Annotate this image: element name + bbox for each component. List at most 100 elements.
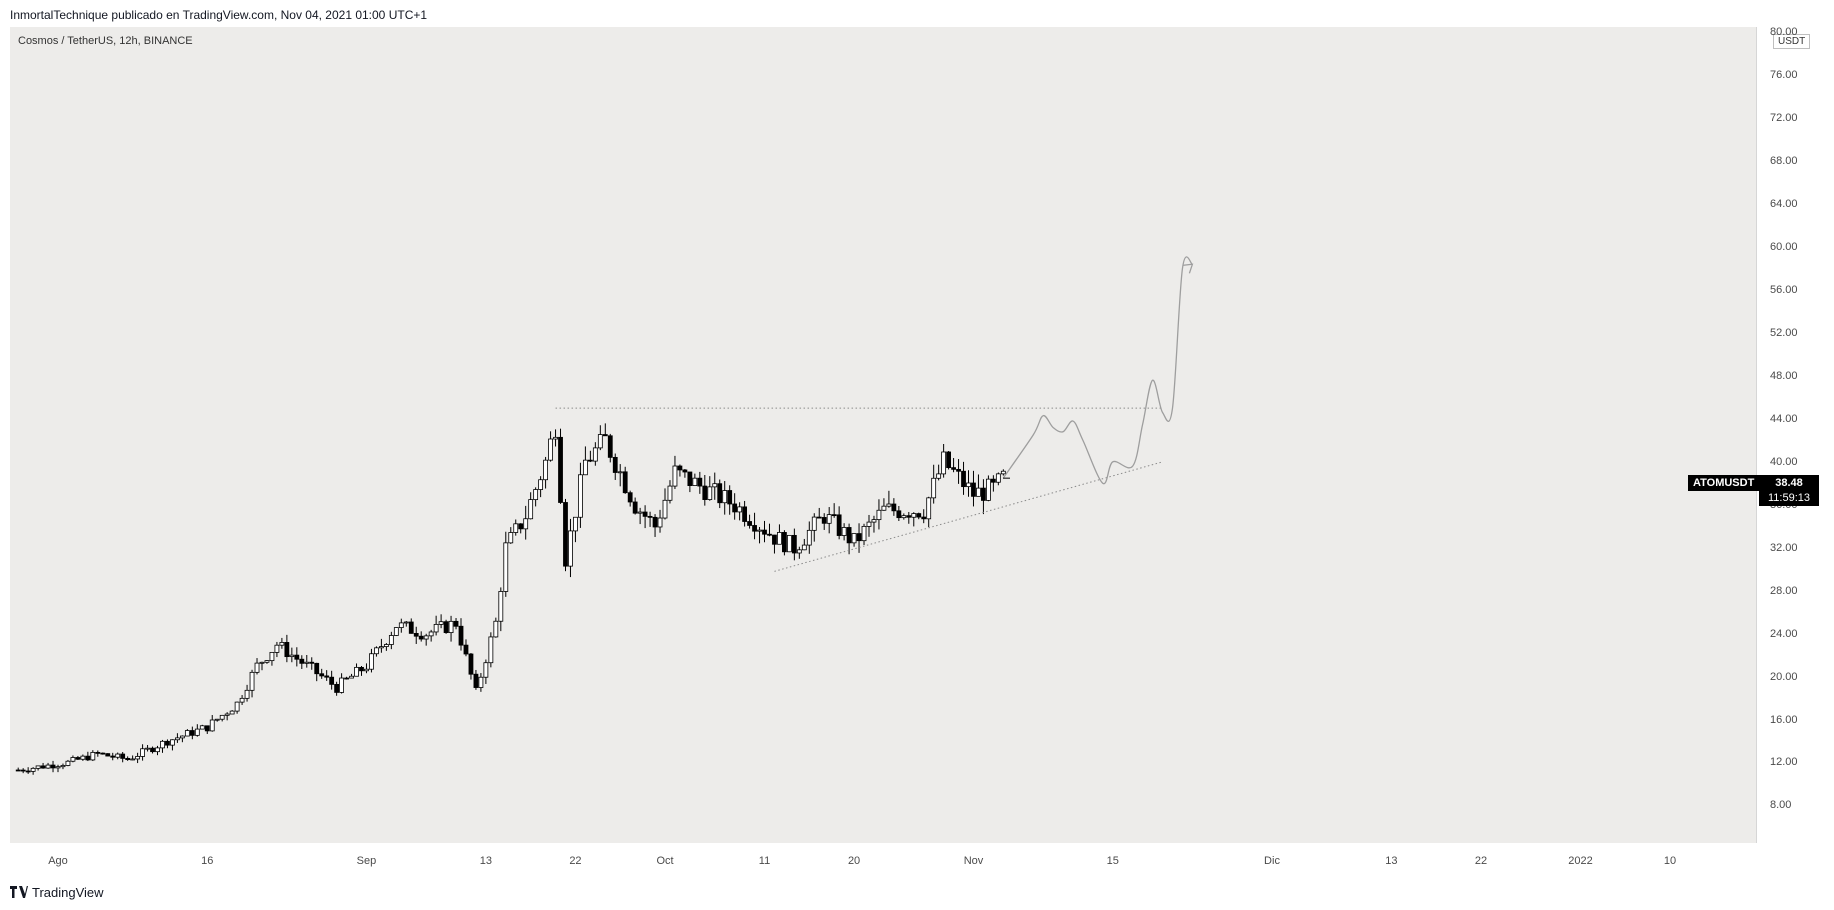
candle-body bbox=[314, 662, 320, 675]
candle-body bbox=[175, 737, 180, 741]
candle-body bbox=[632, 501, 638, 514]
projection-path bbox=[1002, 256, 1194, 485]
candle-body bbox=[941, 451, 947, 475]
candle-body bbox=[179, 735, 185, 739]
candle-body bbox=[453, 620, 459, 627]
candle-body bbox=[150, 747, 155, 753]
candle-body bbox=[85, 755, 91, 761]
candle-body bbox=[50, 764, 56, 769]
candle-body bbox=[936, 473, 942, 479]
currency-badge[interactable]: USDT bbox=[1773, 34, 1811, 49]
candle-body bbox=[130, 758, 136, 761]
candle-body bbox=[757, 529, 762, 532]
time-tick-label: Oct bbox=[656, 855, 674, 867]
candle-body bbox=[80, 755, 86, 760]
candle-body bbox=[777, 532, 782, 545]
candle-body bbox=[861, 525, 867, 542]
candle-body bbox=[582, 459, 588, 476]
candle-body bbox=[846, 527, 852, 544]
candle-body bbox=[294, 654, 300, 660]
candle-body bbox=[165, 740, 170, 746]
candle-body bbox=[956, 468, 961, 472]
candle-body bbox=[637, 511, 643, 514]
price-tick-label: 68.00 bbox=[1770, 155, 1798, 168]
price-tick-label: 76.00 bbox=[1770, 69, 1798, 82]
candle-body bbox=[657, 517, 663, 528]
time-tick-label: 22 bbox=[1474, 855, 1488, 867]
candle-body bbox=[423, 635, 429, 640]
candle-body bbox=[692, 477, 698, 487]
candle-body bbox=[906, 515, 912, 518]
candle-body bbox=[35, 765, 41, 769]
candle-body bbox=[528, 499, 534, 520]
candle-body bbox=[359, 666, 364, 672]
candle-body bbox=[826, 514, 832, 524]
candle-body bbox=[140, 748, 145, 757]
candle-body bbox=[732, 503, 738, 513]
candle-body bbox=[622, 471, 628, 494]
candle-body bbox=[548, 438, 553, 461]
price-tick-label: 48.00 bbox=[1770, 369, 1798, 382]
candle-body bbox=[229, 710, 235, 715]
brand-name[interactable]: TradingView bbox=[32, 885, 104, 900]
candle-body bbox=[339, 677, 344, 693]
tradingview-logo-icon[interactable] bbox=[10, 886, 28, 898]
last-price: 38.48 bbox=[1775, 477, 1803, 489]
price-tick-label: 24.00 bbox=[1770, 627, 1798, 640]
candle-body bbox=[841, 527, 847, 536]
candle-body bbox=[697, 477, 703, 487]
candle-body bbox=[244, 689, 250, 699]
candle-body bbox=[254, 662, 260, 673]
time-tick-label: Sep bbox=[356, 855, 377, 867]
candle-body bbox=[612, 456, 618, 473]
candle-body bbox=[801, 544, 807, 551]
price-tick-label: 64.00 bbox=[1770, 198, 1798, 211]
candle-body bbox=[204, 725, 210, 732]
candle-body bbox=[90, 751, 96, 761]
time-tick-label: 20 bbox=[847, 855, 861, 867]
candle-body bbox=[717, 483, 723, 504]
candle-body bbox=[304, 661, 310, 664]
candle-body bbox=[488, 636, 494, 664]
candle-body bbox=[100, 752, 106, 755]
candle-body bbox=[587, 459, 593, 462]
candle-body bbox=[831, 514, 837, 517]
candle-body bbox=[876, 509, 882, 521]
candle-body bbox=[388, 635, 394, 645]
price-tick-label: 60.00 bbox=[1770, 241, 1798, 254]
candle-body bbox=[145, 747, 150, 750]
candle-body bbox=[762, 529, 767, 535]
chart-area[interactable] bbox=[10, 27, 1756, 843]
candle-body bbox=[836, 514, 842, 536]
time-tick-label: 11 bbox=[758, 855, 771, 867]
candle-body bbox=[364, 668, 369, 672]
price-tick-label: 20.00 bbox=[1770, 670, 1798, 683]
candle-body bbox=[543, 459, 548, 481]
candle-body bbox=[981, 487, 986, 501]
candle-body bbox=[851, 533, 857, 544]
candle-body bbox=[607, 435, 613, 458]
time-tick-label: 13 bbox=[479, 855, 492, 867]
candle-body bbox=[374, 647, 379, 655]
bar-countdown: 11:59:13 bbox=[1767, 492, 1810, 504]
candle-body bbox=[816, 516, 822, 519]
price-axis[interactable] bbox=[1756, 27, 1834, 843]
candle-body bbox=[135, 756, 141, 760]
candle-body bbox=[796, 549, 802, 554]
price-tick-label: 40.00 bbox=[1770, 455, 1798, 468]
candle-body bbox=[990, 478, 996, 483]
candle-body bbox=[722, 490, 728, 504]
candle-body bbox=[966, 482, 971, 488]
candle-body bbox=[578, 474, 583, 518]
candle-body bbox=[891, 503, 897, 512]
candle-body bbox=[961, 470, 966, 488]
candle-body bbox=[568, 530, 573, 567]
candle-body bbox=[553, 436, 558, 440]
candle-body bbox=[115, 753, 121, 758]
candle-body bbox=[498, 591, 504, 622]
candle-body bbox=[573, 516, 578, 532]
candle-body bbox=[20, 769, 26, 772]
last-price-tag: 38.48 11:59:13 bbox=[1759, 475, 1819, 506]
candle-body bbox=[782, 532, 787, 553]
